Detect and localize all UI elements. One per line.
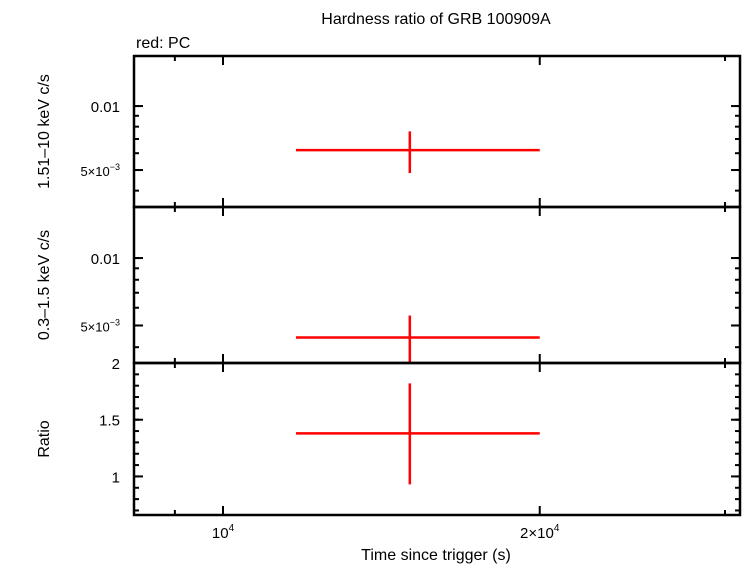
legend-note: red: PC [136,35,190,52]
panel-frame [132,205,742,365]
x-axis-label: Time since trigger (s) [361,547,511,564]
y-tick-label: 2 [112,356,120,373]
panel-3: 2 1.5 1 Ratio [36,356,742,517]
y-tick-label: 5×10−3 [80,162,120,179]
y-axis-label: 1.51–10 keV c/s [36,74,53,189]
chart-title: Hardness ratio of GRB 100909A [321,11,551,28]
y-axis-label: 0.3–1.5 keV c/s [36,230,53,340]
data-layer [295,315,540,363]
y-axis-label: Ratio [36,420,53,457]
y-tick-label: 5×10−3 [80,317,120,334]
data-layer [295,131,540,174]
data-layer [295,383,540,485]
x-tick-label: 104 [212,523,235,542]
panel-frame [132,54,742,209]
panel-2: 0.01 5×10−3 0.3–1.5 keV c/s [36,205,742,365]
panel-frame [132,361,742,517]
y-tick-label: 1.5 [99,413,120,430]
y-tick-label: 0.01 [91,251,120,268]
x-tick-label: 2×104 [520,523,560,542]
y-tick-label: 0.01 [91,99,120,116]
panel-1: 0.01 5×10−3 1.51–10 keV c/s [36,54,742,209]
y-tick-label: 1 [112,469,120,486]
